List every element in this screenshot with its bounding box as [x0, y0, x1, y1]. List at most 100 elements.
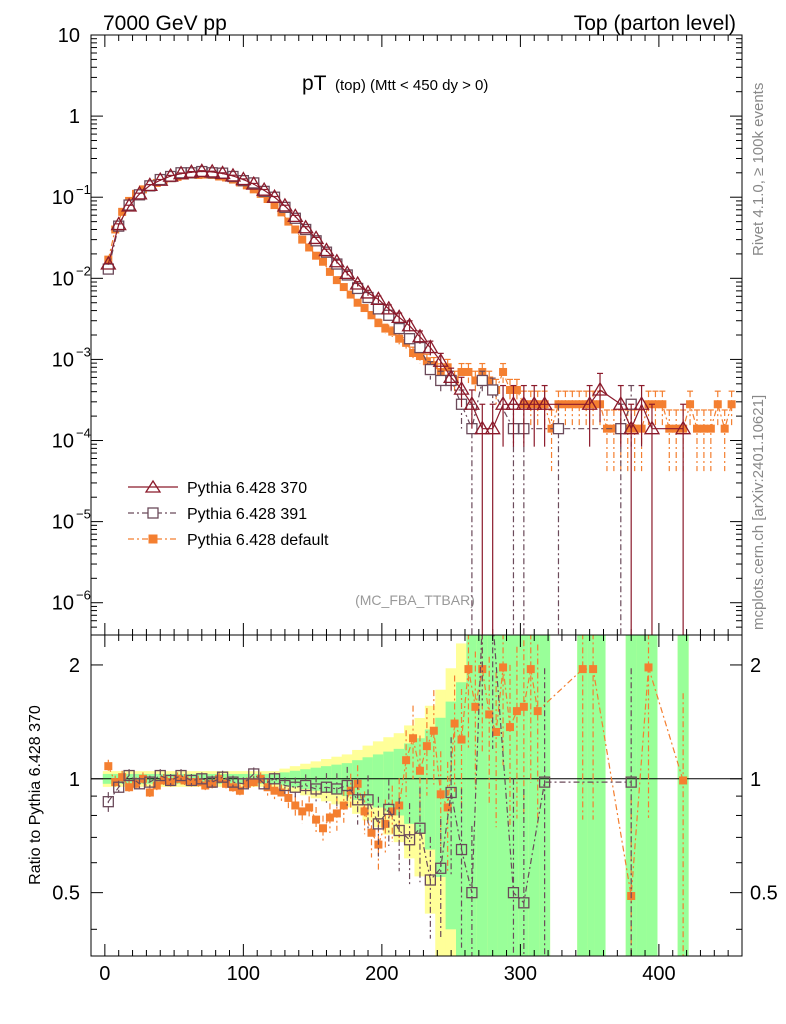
series-default-point — [346, 290, 355, 299]
ratio-series-default-point — [187, 778, 196, 787]
series-default-point — [353, 298, 362, 307]
ratio-series-default-point — [436, 790, 445, 799]
ratio-series-default-point — [471, 702, 480, 711]
ratio-series-391-point — [455, 843, 468, 856]
series-default-point — [263, 195, 272, 204]
series-default-point — [499, 367, 508, 376]
series-default-point — [512, 385, 521, 394]
ratio-series-391-point — [372, 818, 385, 830]
series-391-point — [487, 384, 499, 396]
ratio-series-391-line — [107, 635, 632, 905]
series-391-point — [414, 341, 426, 354]
series-370-point — [494, 395, 512, 410]
series-391-point — [435, 374, 447, 387]
main-y-tick-exponent: −3 — [76, 344, 91, 359]
legend-label-default: Pythia 6.428 default — [187, 532, 329, 549]
main-y-tick-exponent: −6 — [76, 588, 91, 603]
ratio-band-inner — [341, 763, 353, 797]
ratio-series-default-point — [118, 773, 127, 782]
series-370-point — [131, 185, 148, 200]
ratio-series-default-point — [222, 779, 231, 788]
ratio-series-default-point — [166, 778, 175, 787]
series-default-point — [118, 207, 127, 216]
ratio-series-default-point — [457, 735, 466, 744]
legend-entry-370: Pythia 6.428 370 — [128, 479, 307, 497]
series-391-point — [476, 374, 488, 387]
series-370-point — [591, 381, 609, 396]
ratio-series-default-point — [145, 788, 154, 797]
series-default-point — [658, 400, 667, 409]
series-370-point — [484, 420, 501, 435]
series-370-point — [266, 188, 283, 203]
mcplots-label: mcplots.cern.ch [arXiv:2401.10621] — [750, 395, 767, 630]
series-370-point — [318, 242, 335, 257]
ratio-plot-frame — [90, 634, 743, 957]
series-370-point — [214, 165, 231, 180]
ratio-y-tick-label-right: 1 — [750, 769, 761, 791]
ratio-series-391-point — [102, 796, 114, 808]
main-subtitle: (top) (Mtt < 450 dy > 0) — [335, 77, 488, 94]
legend-label-391: Pythia 6.428 391 — [187, 506, 307, 523]
series-370-point — [100, 255, 117, 270]
ratio-y-tick-label-right: 2 — [750, 655, 761, 677]
ratio-series-default-point — [388, 807, 397, 816]
series-default-point — [651, 400, 660, 409]
ratio-series-default-point — [325, 813, 334, 822]
series-370-point — [339, 265, 356, 280]
ratio-band-inner — [466, 635, 478, 956]
series-370-point — [204, 163, 221, 178]
analysis-watermark: (MC_FBA_TTBAR) — [355, 592, 475, 608]
ratio-series-default-point — [360, 807, 369, 816]
ratio-band-inner — [487, 635, 499, 956]
ratio-series-391-point — [362, 794, 374, 806]
ratio-series-default-point — [367, 828, 376, 837]
ratio-series-default-point — [644, 663, 653, 672]
ratio-y-tick-label-left: 1 — [69, 769, 80, 791]
series-default-point — [464, 367, 473, 376]
ratio-band-inner — [577, 635, 589, 956]
series-default-point — [325, 267, 334, 276]
main-y-tick-exponent: −2 — [76, 263, 91, 278]
series-370-point — [370, 291, 387, 306]
series-391-point — [393, 322, 405, 335]
main-title: pT — [302, 72, 327, 95]
series-391-point — [552, 423, 565, 435]
ratio-series-391-point — [625, 776, 637, 788]
ratio-series-default-point — [519, 702, 528, 711]
ratio-series-default-point — [152, 781, 161, 790]
series-370-point — [633, 395, 650, 410]
ratio-series-default-point — [505, 723, 514, 732]
series-default-point — [699, 424, 708, 433]
ratio-series-391-point — [507, 887, 520, 899]
series-370 — [100, 163, 692, 635]
legend-triangle-marker — [144, 479, 162, 493]
series-default-point — [298, 235, 307, 244]
ratio-band-inner — [414, 738, 426, 833]
series-370-point — [401, 317, 418, 332]
series-370-point — [463, 395, 481, 410]
main-y-tick-label: 10 — [52, 349, 74, 371]
series-default-point — [692, 424, 701, 433]
legend-entry-391: Pythia 6.428 391 — [128, 506, 307, 523]
rivet-version-label: Rivet 4.1.0, ≥ 100k events — [750, 83, 767, 256]
series-370-point — [536, 395, 553, 410]
x-tick-label: 100 — [227, 963, 260, 985]
series-370-point — [453, 380, 470, 395]
ratio-series-391 — [102, 635, 637, 956]
series-default-point — [381, 324, 390, 333]
series-370-point — [307, 230, 325, 245]
ratio-series-default-point — [526, 665, 535, 674]
legend-filled-square-marker — [148, 534, 158, 544]
ratio-series-391-point — [518, 897, 530, 909]
ratio-series-default-point — [332, 809, 341, 818]
series-370-point — [675, 420, 692, 435]
series-default-point — [395, 334, 404, 343]
series-370-point — [359, 284, 377, 299]
ratio-series-default-point — [589, 665, 598, 674]
series-370-point — [224, 167, 242, 182]
ratio-band-inner — [445, 701, 457, 930]
ratio-series-391-point — [113, 781, 125, 793]
series-370-point — [411, 328, 429, 343]
main-y-tick-label: 10 — [52, 187, 74, 209]
series-370-point — [162, 167, 179, 182]
